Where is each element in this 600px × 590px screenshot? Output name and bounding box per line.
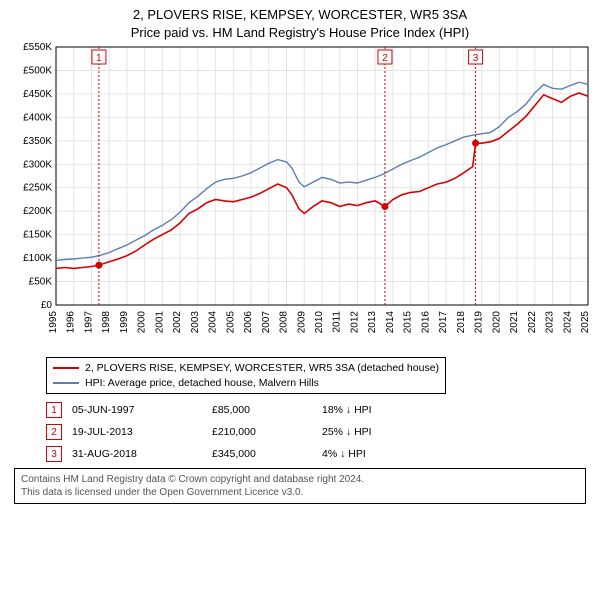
sale-date: 19-JUL-2013	[72, 426, 212, 438]
svg-text:£350K: £350K	[23, 136, 52, 147]
svg-text:1: 1	[96, 53, 102, 64]
sale-badge-3: 3	[46, 446, 62, 462]
legend-item-hpi: HPI: Average price, detached house, Malv…	[53, 376, 439, 391]
sale-price: £210,000	[212, 426, 322, 438]
svg-text:£550K: £550K	[23, 42, 52, 53]
svg-text:£200K: £200K	[23, 206, 52, 217]
svg-text:2003: 2003	[190, 311, 201, 334]
svg-text:1998: 1998	[101, 311, 112, 334]
svg-text:2017: 2017	[438, 311, 449, 334]
svg-text:3: 3	[473, 53, 479, 64]
svg-text:£500K: £500K	[23, 66, 52, 77]
svg-text:2008: 2008	[279, 311, 290, 334]
svg-text:2000: 2000	[137, 311, 148, 334]
sale-delta: 25% ↓ HPI	[322, 426, 442, 438]
sales-table: 1 05-JUN-1997 £85,000 18% ↓ HPI 2 19-JUL…	[46, 402, 586, 462]
legend-label-hpi: HPI: Average price, detached house, Malv…	[85, 376, 319, 391]
legend-label-price: 2, PLOVERS RISE, KEMPSEY, WORCESTER, WR5…	[85, 361, 439, 376]
sale-row: 1 05-JUN-1997 £85,000 18% ↓ HPI	[46, 402, 586, 418]
svg-text:2019: 2019	[474, 311, 485, 334]
svg-text:£300K: £300K	[23, 159, 52, 170]
title-line-2: Price paid vs. HM Land Registry's House …	[8, 24, 592, 42]
svg-text:2014: 2014	[385, 311, 396, 334]
footer-line-1: Contains HM Land Registry data © Crown c…	[21, 473, 579, 486]
svg-text:1999: 1999	[119, 311, 130, 334]
footer-line-2: This data is licensed under the Open Gov…	[21, 486, 579, 499]
price-hpi-chart: £0 £50K £100K £150K £200K £250K £300K £350K £400…	[8, 41, 592, 351]
svg-text:2009: 2009	[296, 311, 307, 334]
svg-text:£400K: £400K	[23, 112, 52, 123]
svg-text:2018: 2018	[456, 311, 467, 334]
svg-text:1997: 1997	[83, 311, 94, 334]
sale-row: 2 19-JUL-2013 £210,000 25% ↓ HPI	[46, 424, 586, 440]
svg-text:2015: 2015	[403, 311, 414, 334]
svg-text:£150K: £150K	[23, 230, 52, 241]
svg-text:2: 2	[382, 53, 388, 64]
svg-text:2007: 2007	[261, 311, 272, 334]
svg-text:2022: 2022	[527, 311, 538, 334]
svg-text:2025: 2025	[580, 311, 591, 334]
svg-text:2001: 2001	[154, 311, 165, 334]
svg-text:2006: 2006	[243, 311, 254, 334]
legend-item-price: 2, PLOVERS RISE, KEMPSEY, WORCESTER, WR5…	[53, 361, 439, 376]
sale-price: £345,000	[212, 448, 322, 460]
legend-swatch-hpi	[53, 382, 79, 384]
svg-text:2016: 2016	[420, 311, 431, 334]
svg-text:2013: 2013	[367, 311, 378, 334]
svg-text:2020: 2020	[491, 311, 502, 334]
chart-title-block: 2, PLOVERS RISE, KEMPSEY, WORCESTER, WR5…	[8, 6, 592, 41]
svg-text:2010: 2010	[314, 311, 325, 334]
sale-delta: 4% ↓ HPI	[322, 448, 442, 460]
svg-text:2023: 2023	[545, 311, 556, 334]
sale-date: 31-AUG-2018	[72, 448, 212, 460]
legend: 2, PLOVERS RISE, KEMPSEY, WORCESTER, WR5…	[46, 357, 446, 394]
title-line-1: 2, PLOVERS RISE, KEMPSEY, WORCESTER, WR5…	[8, 6, 592, 24]
svg-text:2005: 2005	[225, 311, 236, 334]
svg-text:2002: 2002	[172, 311, 183, 334]
sale-delta: 18% ↓ HPI	[322, 404, 442, 416]
sale-price: £85,000	[212, 404, 322, 416]
svg-text:£50K: £50K	[29, 277, 53, 288]
svg-text:2012: 2012	[349, 311, 360, 334]
license-footer: Contains HM Land Registry data © Crown c…	[14, 468, 586, 504]
svg-text:£0: £0	[41, 300, 53, 311]
sale-badge-1: 1	[46, 402, 62, 418]
sale-date: 05-JUN-1997	[72, 404, 212, 416]
svg-text:2021: 2021	[509, 311, 520, 334]
svg-text:2004: 2004	[208, 311, 219, 334]
chart-svg: £0 £50K £100K £150K £200K £250K £300K £350K £400…	[8, 41, 592, 351]
svg-text:1995: 1995	[48, 311, 59, 334]
svg-text:1996: 1996	[66, 311, 77, 334]
svg-text:2011: 2011	[332, 311, 343, 333]
svg-text:2024: 2024	[562, 311, 573, 334]
legend-swatch-price	[53, 367, 79, 369]
svg-text:£100K: £100K	[23, 253, 52, 264]
svg-text:£250K: £250K	[23, 183, 52, 194]
sale-badge-2: 2	[46, 424, 62, 440]
sale-row: 3 31-AUG-2018 £345,000 4% ↓ HPI	[46, 446, 586, 462]
svg-text:£450K: £450K	[23, 89, 52, 100]
